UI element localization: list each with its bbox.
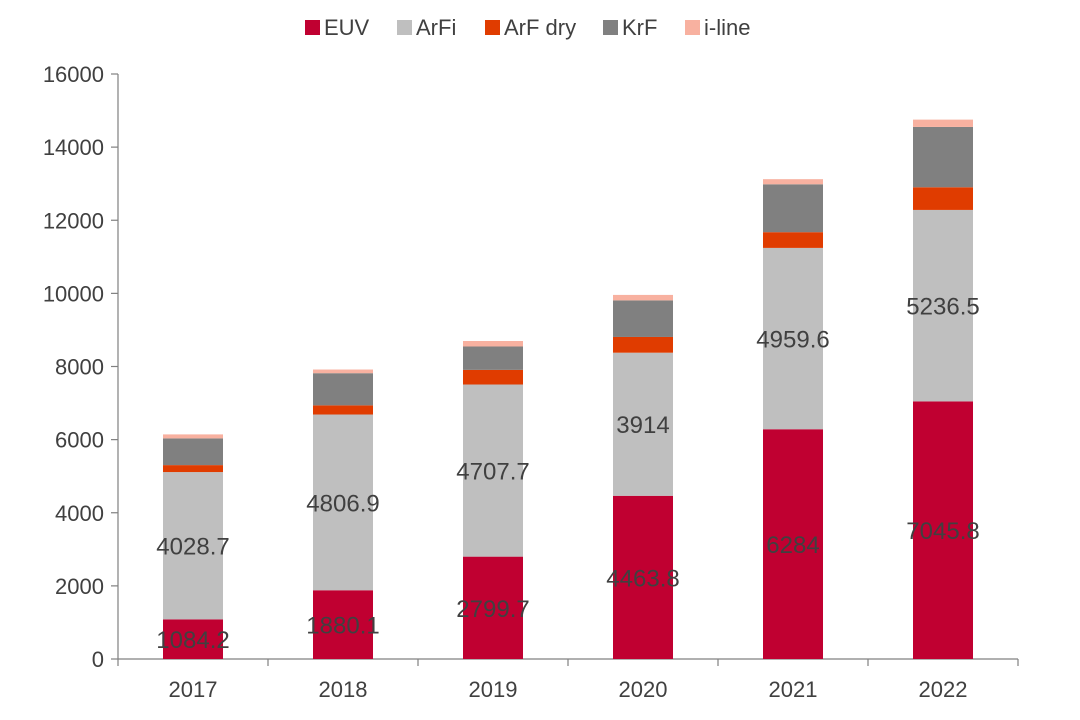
data-label-euv-2019: 2799.7 (456, 596, 529, 623)
bar-i-line-2022 (913, 119, 973, 127)
bar-arfi-2017 (163, 472, 223, 620)
legend-label-euv: EUV (324, 15, 370, 40)
bar-arf-dry-2019 (463, 369, 523, 385)
bar-arfi-2020 (613, 352, 673, 496)
legend-swatch-arfi (397, 20, 412, 35)
x-tick-label: 2018 (319, 677, 368, 702)
bar-krf-2017 (163, 438, 223, 466)
y-tick-label: 10000 (43, 281, 104, 306)
bar-arfi-2021 (763, 247, 823, 430)
bar-arfi-2022 (913, 209, 973, 402)
data-label-euv-2017: 1084.2 (156, 627, 229, 654)
bar-krf-2020 (613, 300, 673, 337)
bar-krf-2019 (463, 346, 523, 370)
bar-krf-2021 (763, 184, 823, 233)
bar-euv-2017 (163, 619, 223, 659)
data-label-euv-2018: 1880.1 (306, 613, 379, 640)
data-label-arfi-2018: 4806.9 (306, 490, 379, 517)
bar-euv-2018 (313, 590, 373, 659)
bar-arf-dry-2018 (313, 405, 373, 415)
data-label-arfi-2017: 4028.7 (156, 534, 229, 561)
legend-label-arfi: ArFi (416, 15, 456, 40)
legend-label-i-line: i-line (704, 15, 750, 40)
data-label-euv-2021: 6284 (766, 532, 819, 559)
x-tick-label: 2019 (469, 677, 518, 702)
bar-i-line-2018 (313, 369, 373, 374)
data-labels: 1084.2 4028.7 1880.1 4806.9 2799.7 4707.7 4463… (156, 294, 979, 655)
bar-arf-dry-2020 (613, 336, 673, 353)
bar-krf-2022 (913, 126, 973, 188)
data-label-arfi-2020: 3914 (616, 412, 669, 439)
bar-arf-dry-2022 (913, 187, 973, 210)
x-tick-label: 2021 (769, 677, 818, 702)
data-label-arfi-2019: 4707.7 (456, 459, 529, 486)
legend-swatch-arf-dry (485, 20, 500, 35)
x-tick-label: 2022 (919, 677, 968, 702)
bar-i-line-2017 (163, 434, 223, 439)
bar-arfi-2019 (463, 384, 523, 557)
bar-arf-dry-2021 (763, 232, 823, 248)
bar-krf-2018 (313, 373, 373, 406)
y-tick-label: 0 (92, 647, 104, 672)
legend-label-krf: KrF (622, 15, 657, 40)
y-tick-label: 2000 (55, 574, 104, 599)
bar-i-line-2021 (763, 179, 823, 185)
y-tick-label: 14000 (43, 135, 104, 160)
bar-arf-dry-2017 (163, 465, 223, 473)
y-tick-label: 4000 (55, 501, 104, 526)
y-tick-label: 16000 (43, 62, 104, 87)
x-tick-label: 2017 (169, 677, 218, 702)
x-tick-label: 2020 (619, 677, 668, 702)
data-label-euv-2022: 7045.8 (906, 518, 979, 545)
legend: EUV ArFi ArF dry KrF i-line (305, 15, 750, 40)
data-label-euv-2020: 4463.8 (606, 565, 679, 592)
data-label-arfi-2022: 5236.5 (906, 294, 979, 321)
bar-euv-2021 (763, 429, 823, 659)
legend-swatch-euv (305, 20, 320, 35)
y-axis: 0 2000 4000 6000 8000 10000 12000 14000 16000 (43, 62, 119, 672)
x-axis: 2017 2018 2019 2020 2021 2022 (117, 658, 1019, 702)
legend-label-arf-dry: ArF dry (504, 15, 576, 40)
bar-euv-2022 (913, 401, 973, 659)
bar-euv-2019 (463, 556, 523, 659)
bar-i-line-2020 (613, 294, 673, 301)
bars (163, 119, 973, 659)
bar-i-line-2019 (463, 341, 523, 347)
legend-swatch-krf (603, 20, 618, 35)
y-tick-label: 12000 (43, 208, 104, 233)
bar-euv-2020 (613, 495, 673, 659)
y-tick-label: 6000 (55, 428, 104, 453)
bar-arfi-2018 (313, 414, 373, 591)
data-label-arfi-2021: 4959.6 (756, 327, 829, 354)
y-tick-label: 8000 (55, 355, 104, 380)
legend-swatch-i-line (685, 20, 700, 35)
